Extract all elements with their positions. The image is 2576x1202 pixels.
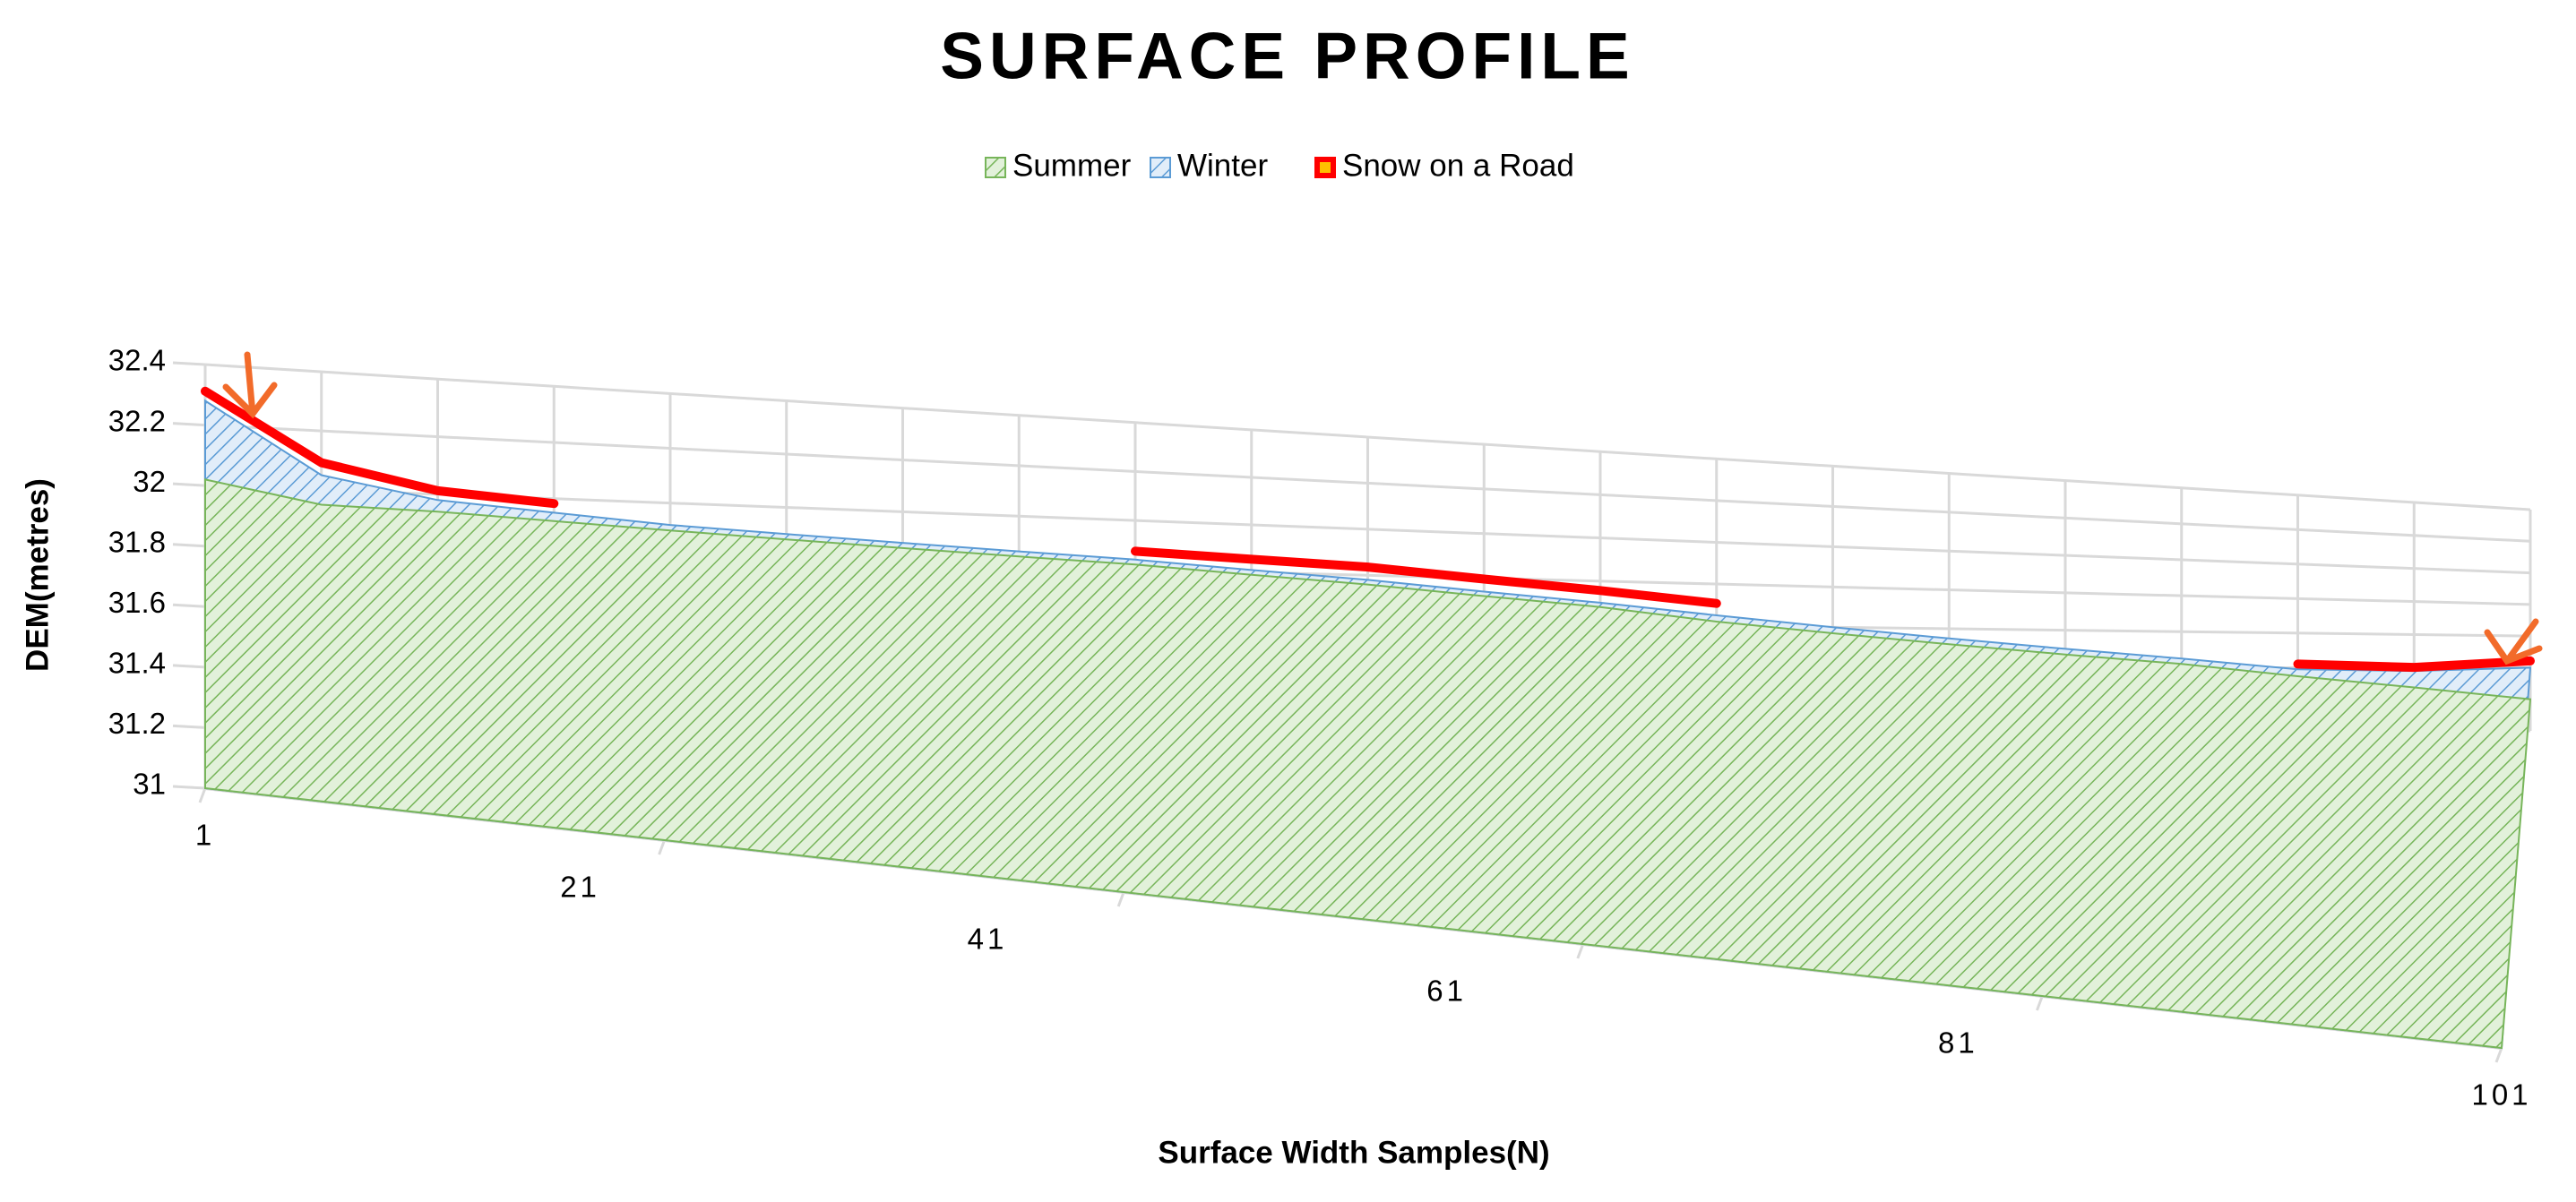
x-tick-label: 101 [2471,1078,2531,1112]
plot-area [201,386,2535,1050]
legend-label: Snow on a Road [1342,148,1574,183]
x-tick-mark [1116,891,1125,907]
line [2293,656,2535,673]
grid-line [172,664,206,669]
grid-line [172,422,206,427]
legend-swatch [1314,157,1336,178]
x-tick-mark [198,787,207,803]
x-tick-label: 1 [195,819,215,852]
line [201,386,559,509]
x-tick-mark [2035,995,2044,1011]
y-tick-label: 31 [133,768,166,801]
grid-line [172,482,206,487]
legend: Summer Winter Snow on a Road [985,148,1574,183]
grid-line [172,543,206,548]
y-axis-title: DEM(metres) [20,478,55,672]
annotation-arrows [222,351,2543,665]
x-tick-mark [658,839,667,855]
arrow [222,351,278,419]
x-axis-title: Surface Width Samples(N) [1158,1135,1549,1170]
grid-line [172,785,206,790]
y-tick-label: 32.4 [108,344,166,377]
arrow [2484,618,2543,665]
grid-line [172,603,206,608]
x-tick-label: 81 [1938,1026,1978,1060]
x-tick-label: 41 [968,923,1008,956]
chart-title: SURFACE PROFILE [940,20,1634,92]
legend-label: Summer [1012,148,1132,183]
y-tick-label: 31.4 [108,647,166,680]
legend-swatch [985,157,1006,178]
grid-line [172,724,206,729]
x-tick-label: 61 [1426,974,1467,1008]
line [1131,546,1721,608]
y-tick-label: 32 [133,465,166,498]
x-tick-mark [1576,943,1585,959]
y-tick-label: 31.6 [108,586,166,619]
grid-line [172,361,206,366]
y-tick-label: 31.8 [108,525,166,558]
area [204,478,2532,1050]
y-tick-label: 32.2 [108,404,166,437]
legend-swatch [1150,157,1171,178]
x-tick-mark [2494,1047,2503,1063]
legend-label: Winter [1177,148,1268,183]
y-tick-label: 31.2 [108,707,166,740]
x-tick-label: 21 [560,871,600,904]
